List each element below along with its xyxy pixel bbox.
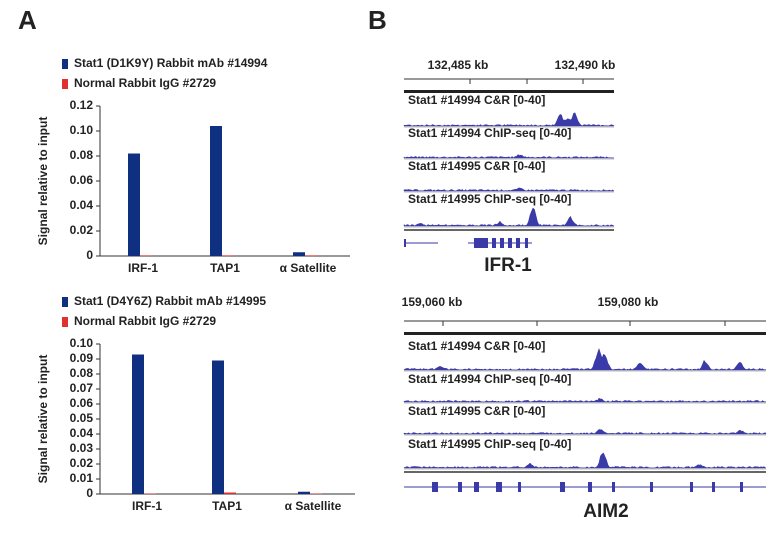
y-tick-label: 0.08 [70,148,94,162]
exon [496,482,502,492]
signal-track [403,187,615,192]
legend-label: Normal Rabbit IgG #2729 [74,76,216,90]
exon [740,482,743,492]
exon [516,238,520,248]
exon [508,238,512,248]
exon [518,482,521,492]
signal-track [403,347,767,371]
signal-track [403,397,767,403]
panel-label: B [368,5,387,35]
y-tick-label: 0.10 [70,123,94,137]
y-tick-label: 0 [86,248,93,262]
legend-label: Stat1 (D1K9Y) Rabbit mAb #14994 [74,56,268,70]
coordinate-label: 159,080 kb [598,295,659,309]
track-label: Stat1 #14994 C&R [0-40] [408,339,545,353]
coordinate-label: 159,060 kb [402,295,463,309]
bar [140,255,152,256]
x-tick-label: IRF-1 [128,261,158,275]
legend-swatch [62,79,68,89]
signal-track [403,207,615,227]
bar [305,255,317,256]
signal-track [403,112,615,127]
y-tick-label: 0.05 [70,411,94,425]
y-tick-label: 0.01 [70,471,94,485]
exon [588,482,592,492]
exon [432,482,438,492]
bar [132,354,144,494]
y-tick-label: 0.04 [70,198,94,212]
signal-track [403,452,767,469]
bar [128,153,140,256]
exon [712,482,715,492]
y-axis-label: Signal relative to input [36,355,50,484]
legend-swatch [62,59,68,69]
track-label: Stat1 #14994 ChIP-seq [0-40] [408,372,571,386]
track-label: Stat1 #14995 C&R [0-40] [408,404,545,418]
y-tick-label: 0.12 [70,98,94,112]
exon [690,482,693,492]
y-tick-label: 0 [86,486,93,500]
exon [474,482,479,492]
y-tick-label: 0.06 [70,173,94,187]
legend-swatch [62,317,68,327]
y-tick-label: 0.09 [70,351,94,365]
y-tick-label: 0.03 [70,441,94,455]
track-label: Stat1 #14995 C&R [0-40] [408,159,545,173]
exon [650,482,653,492]
exon [404,239,406,247]
y-tick-label: 0.02 [70,456,94,470]
signal-track [403,154,615,159]
track-label: Stat1 #14994 ChIP-seq [0-40] [408,126,571,140]
y-tick-label: 0.07 [70,381,94,395]
bar [222,255,234,256]
y-tick-label: 0.04 [70,426,94,440]
y-tick-label: 0.08 [70,366,94,380]
track-label: Stat1 #14994 C&R [0-40] [408,93,545,107]
exon [525,238,528,248]
bar [224,492,236,494]
x-tick-label: α Satellite [285,499,342,513]
y-tick-label: 0.06 [70,396,94,410]
exon [612,482,615,492]
y-tick-label: 0.02 [70,223,94,237]
track-label: Stat1 #14995 ChIP-seq [0-40] [408,437,571,451]
exon [560,482,565,492]
coordinate-label: 132,490 kb [555,58,616,72]
legend-swatch [62,297,68,307]
gene-name: IFR-1 [484,255,532,276]
x-tick-label: IRF-1 [132,499,162,513]
ruler-bar [404,332,766,335]
coordinate-label: 132,485 kb [428,58,489,72]
x-tick-label: TAP1 [212,499,242,513]
gene-name: AIM2 [583,501,628,522]
bar [293,252,305,256]
x-tick-label: TAP1 [210,261,240,275]
exon [458,482,462,492]
ruler-bar [404,90,614,93]
panel-label: A [18,5,37,35]
bar [212,360,224,494]
y-axis-label: Signal relative to input [36,117,50,246]
bar [298,491,310,494]
exon [500,238,504,248]
track-end [404,229,614,231]
y-tick-label: 0.10 [70,336,94,350]
exon [492,238,496,248]
legend-label: Normal Rabbit IgG #2729 [74,314,216,328]
exon [474,238,488,248]
legend-label: Stat1 (D4Y6Z) Rabbit mAb #14995 [74,294,266,308]
bar [210,126,222,256]
track-end [404,471,766,473]
signal-track [403,429,767,435]
x-tick-label: α Satellite [280,261,337,275]
track-label: Stat1 #14995 ChIP-seq [0-40] [408,192,571,206]
